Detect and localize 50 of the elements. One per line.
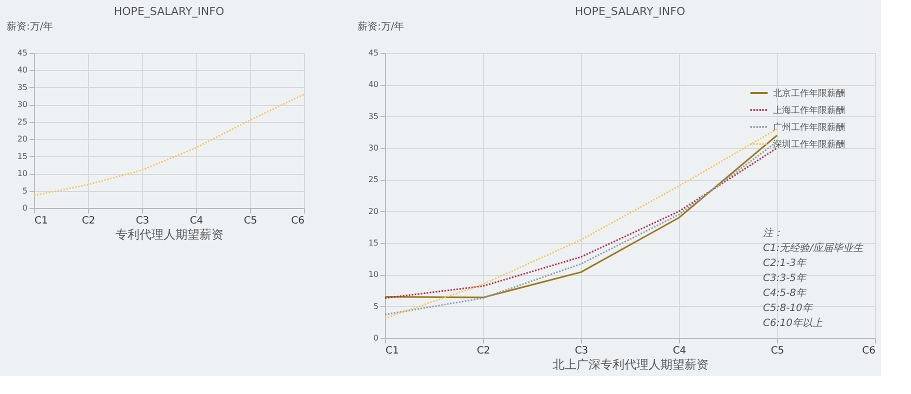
x-tick-label: C2: [476, 346, 490, 356]
legend-label: 北京工作年限薪酬: [773, 88, 845, 99]
y-tick-label: 10: [17, 169, 28, 178]
x-tick-label: C3: [136, 216, 150, 226]
x-tick-label: C5: [244, 216, 258, 226]
x-axis-title: 专利代理人期望薪资: [116, 228, 224, 242]
y-tick-label: 35: [368, 112, 378, 121]
y-tick-label: 40: [368, 80, 378, 90]
x-tick-label: C1: [386, 346, 399, 356]
y-tick-label: 35: [17, 82, 28, 92]
annotation: C4:5-8年: [763, 287, 808, 299]
x-tick-label: C2: [82, 216, 96, 226]
y-tick-label: 25: [368, 175, 378, 184]
y-tick-label: 5: [373, 302, 378, 311]
y-tick-label: 15: [17, 152, 28, 161]
annotation: C6:10年以上: [763, 317, 822, 329]
x-tick-label: C4: [190, 216, 204, 226]
y-axis-title: 薪资:万/年: [358, 20, 404, 32]
legend-label: 上海工作年限薪酬: [773, 105, 845, 116]
y-tick-label: 25: [17, 117, 28, 126]
x-axis-title: 北上广深专利代理人期望薪资: [552, 358, 708, 372]
annotation: C5:8-10年: [763, 302, 814, 314]
annotation: C3:3-5年: [763, 272, 808, 284]
y-tick-label: 20: [368, 206, 378, 216]
line-series: [33, 94, 305, 196]
legend-label: 深圳工作年限薪酬: [773, 139, 845, 150]
y-tick-label: 20: [17, 134, 28, 144]
y-tick-label: 10: [368, 270, 378, 280]
y-tick-label: 0: [22, 204, 28, 212]
y-tick-label: 45: [17, 48, 28, 58]
annotation: 注：: [763, 227, 783, 239]
annotation: C2:1-3年: [763, 257, 808, 269]
y-tick-label: 30: [17, 100, 28, 110]
y-axis-title: 薪资:万/年: [6, 20, 54, 32]
x-tick-label: C6: [291, 216, 304, 226]
x-tick-label: C6: [862, 346, 876, 356]
x-tick-label: C3: [574, 346, 588, 356]
y-tick-label: 0: [373, 334, 378, 342]
y-tick-label: 15: [368, 238, 378, 248]
chart-title: HOPE_SALARY_INFO: [114, 5, 224, 18]
y-tick-label: 45: [368, 48, 378, 58]
y-tick-label: 40: [17, 66, 28, 75]
chart-title: HOPE_SALARY_INFO: [574, 5, 686, 18]
annotation: C1:无经验/应届毕业生: [763, 242, 864, 254]
x-tick-label: C1: [34, 216, 48, 226]
x-tick-label: C4: [672, 346, 686, 356]
legend-label: 广州工作年限薪酬: [773, 122, 845, 133]
x-tick-label: C5: [770, 346, 784, 356]
y-tick-label: 30: [368, 144, 378, 152]
y-tick-label: 5: [22, 186, 28, 196]
